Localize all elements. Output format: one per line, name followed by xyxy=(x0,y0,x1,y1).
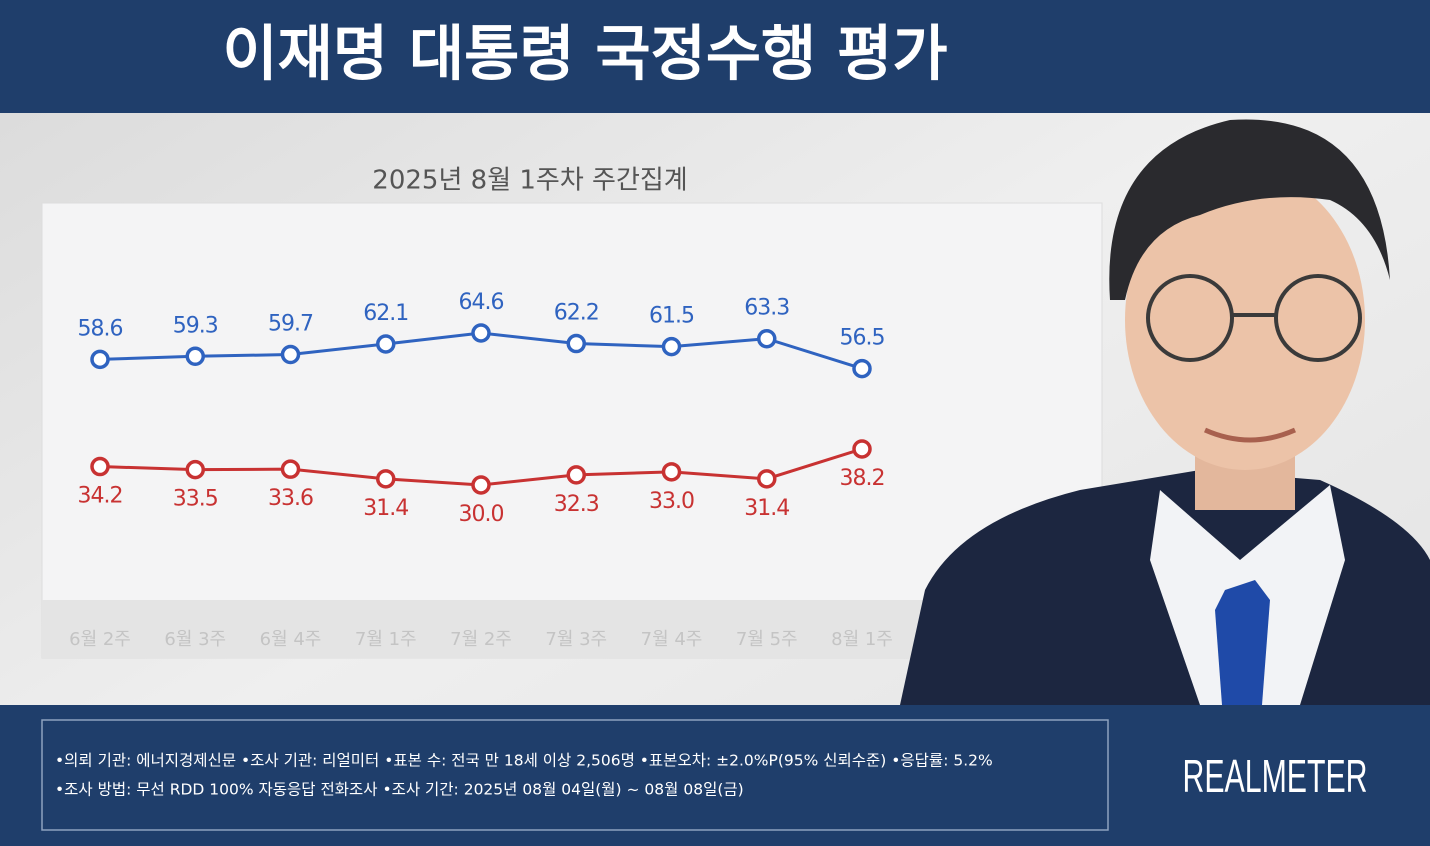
point xyxy=(90,456,110,477)
value-label: 62.1 xyxy=(363,301,408,326)
x-tick-label: 7월 3주 xyxy=(545,629,607,650)
point xyxy=(661,336,682,357)
value-label: 31.4 xyxy=(744,496,789,521)
value-label: 59.7 xyxy=(268,312,313,337)
point xyxy=(376,334,396,354)
point xyxy=(376,469,396,489)
point xyxy=(566,465,586,485)
x-tick-label: 6월 4주 xyxy=(260,629,322,650)
footer-bar xyxy=(0,705,1430,846)
value-label: 64.6 xyxy=(459,290,504,315)
footer-line: •의뢰 기관: 에너지경제신문 •조사 기관: 리얼미터 •표본 수: 전국 만… xyxy=(55,752,993,770)
title: 이재명 대통령 국정수행 평가 xyxy=(222,20,947,90)
subtitle: 2025년 8월 1주차 주간집계 xyxy=(372,166,687,196)
point xyxy=(566,333,586,354)
value-label: 38.2 xyxy=(840,466,885,491)
x-tick-label: 7월 2주 xyxy=(450,629,512,650)
value-label: 32.3 xyxy=(554,492,599,517)
point xyxy=(185,346,205,367)
point xyxy=(661,462,682,482)
x-tick-label: 7월 4주 xyxy=(641,629,703,650)
point xyxy=(280,344,301,365)
x-tick-label: 6월 2주 xyxy=(69,629,131,650)
brand: REALMETER xyxy=(1183,750,1368,802)
point xyxy=(90,349,110,370)
value-label: 62.2 xyxy=(554,301,599,326)
x-tick-label: 7월 1주 xyxy=(355,629,417,650)
point xyxy=(471,475,491,495)
x-tick-label: 8월 1주 xyxy=(831,629,893,650)
header-bar xyxy=(0,0,1430,113)
point xyxy=(852,358,872,379)
point xyxy=(471,323,491,343)
footer-box xyxy=(41,719,1109,831)
value-label: 34.2 xyxy=(78,484,123,509)
value-label: 63.3 xyxy=(744,296,789,321)
point xyxy=(852,439,872,459)
value-label: 33.0 xyxy=(649,489,694,514)
point xyxy=(757,469,777,489)
point xyxy=(280,459,301,479)
footer-line: •조사 방법: 무선 RDD 100% 자동응답 전화조사 •조사 기간: 20… xyxy=(55,781,744,799)
point xyxy=(757,328,777,349)
value-label: 33.6 xyxy=(268,486,313,511)
value-label: 59.3 xyxy=(173,313,218,338)
value-label: 30.0 xyxy=(459,502,504,527)
value-label: 61.5 xyxy=(649,304,694,329)
point xyxy=(185,459,205,480)
x-tick-label: 6월 3주 xyxy=(164,629,226,650)
plot: 6월 2주 6월 3주 6월 4주 7월 1주 7월 2주 7월 3주 7월 4주 7월 5주… xyxy=(69,290,893,650)
value-label: 31.4 xyxy=(363,496,408,521)
portrait xyxy=(900,119,1430,705)
chart-panel xyxy=(41,202,1103,659)
x-tick-label: 7월 5주 xyxy=(736,629,798,650)
value-label: 58.6 xyxy=(78,316,123,341)
value-label: 56.5 xyxy=(840,326,885,351)
value-label: 33.5 xyxy=(173,487,218,512)
